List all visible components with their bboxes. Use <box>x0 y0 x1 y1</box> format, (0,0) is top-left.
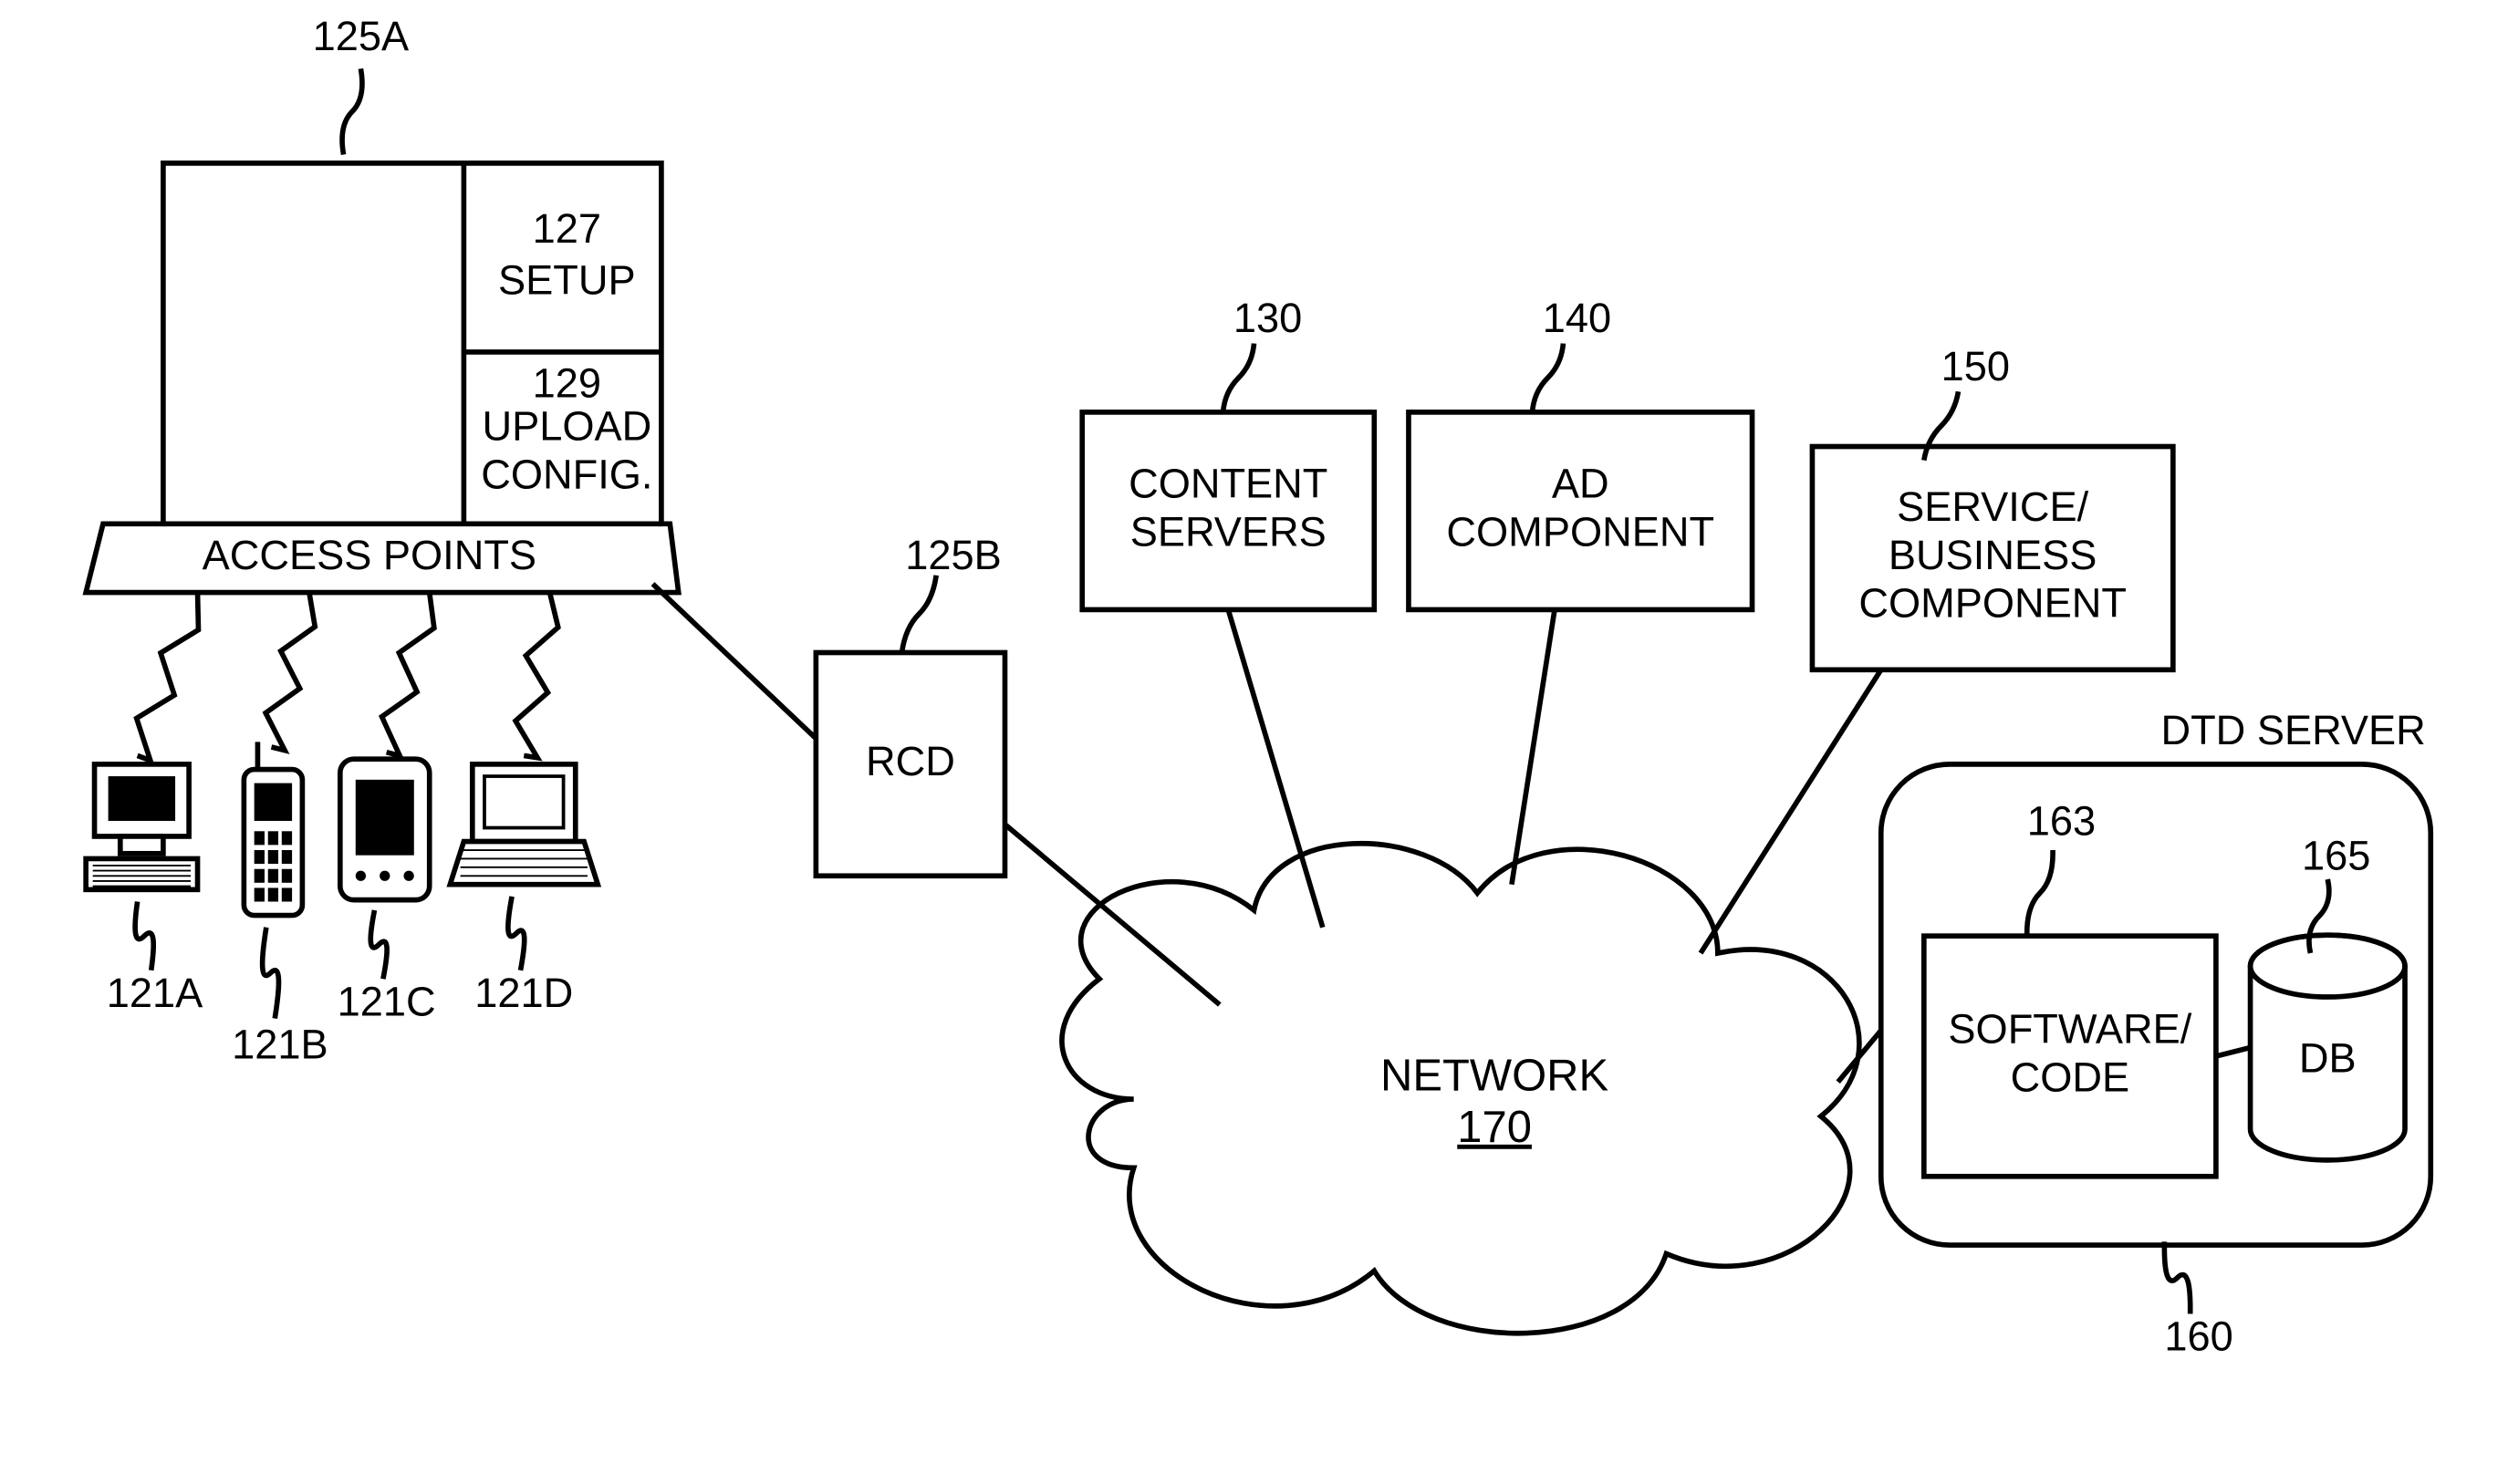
zz-a <box>137 593 199 761</box>
ref-r150: 150 <box>1941 343 2010 389</box>
ref-r163: 163 <box>2027 798 2096 845</box>
zz-c <box>382 593 434 756</box>
lead-s125B <box>902 576 937 653</box>
ref-r125A: 125A <box>313 13 410 59</box>
upload-label-2: CONFIG. <box>481 451 652 497</box>
zz-b <box>265 593 315 751</box>
lead-s140 <box>1533 344 1564 412</box>
ad-label-2: COMPONENT <box>1446 508 1714 555</box>
client-laptop-icon <box>450 764 598 885</box>
content-label-2: SERVERS <box>1130 508 1327 555</box>
ref-r121C: 121C <box>338 978 436 1024</box>
ref-r165: 165 <box>2302 832 2370 878</box>
ad-label-1: AD <box>1552 461 1609 507</box>
software-label-1: SOFTWARE/ <box>1948 1006 2191 1053</box>
client-phone-icon <box>244 742 302 915</box>
lead-s121D <box>508 897 525 970</box>
lead-s121B <box>263 928 279 1019</box>
software-label-2: CODE <box>2011 1053 2130 1100</box>
dtd-title: DTD SERVER <box>2160 707 2425 753</box>
upload-label-1: UPLOAD <box>482 403 651 450</box>
lead-s160 <box>2164 1241 2190 1313</box>
line-laptop-rcd <box>652 584 816 738</box>
ref-r121D: 121D <box>474 970 573 1016</box>
network-label: NETWORK <box>1380 1051 1608 1100</box>
ref-r127: 127 <box>533 205 601 252</box>
rcd-label: RCD <box>866 738 955 784</box>
setup-label: SETUP <box>498 257 636 304</box>
line-ad-network <box>1512 609 1555 884</box>
service-label-2: BUSINESS <box>1889 532 2097 578</box>
ref-r140: 140 <box>1543 295 1611 341</box>
ref-r160: 160 <box>2164 1313 2232 1360</box>
lead-s125A <box>342 68 362 154</box>
service-label-3: COMPONENT <box>1858 580 2127 627</box>
client-pda-icon <box>340 759 430 899</box>
service-label-1: SERVICE/ <box>1897 483 2088 530</box>
ref-r121B: 121B <box>232 1021 328 1067</box>
lead-s130 <box>1223 344 1254 412</box>
access-points-label: ACCESS POINTS <box>203 532 536 578</box>
client-desktop-icon <box>86 764 197 889</box>
ref-r130: 130 <box>1233 295 1302 341</box>
ref-r129: 129 <box>533 360 601 407</box>
content-label-1: CONTENT <box>1129 461 1327 507</box>
lead-s121A <box>135 902 153 970</box>
db-label: DB <box>2299 1035 2357 1082</box>
line-service-network <box>1701 669 1881 953</box>
ref-r125B: 125B <box>905 532 1002 578</box>
lead-s121C <box>370 910 387 979</box>
network-ref: 170 <box>1457 1103 1532 1152</box>
ref-r121A: 121A <box>107 970 203 1016</box>
zz-d <box>515 593 558 758</box>
